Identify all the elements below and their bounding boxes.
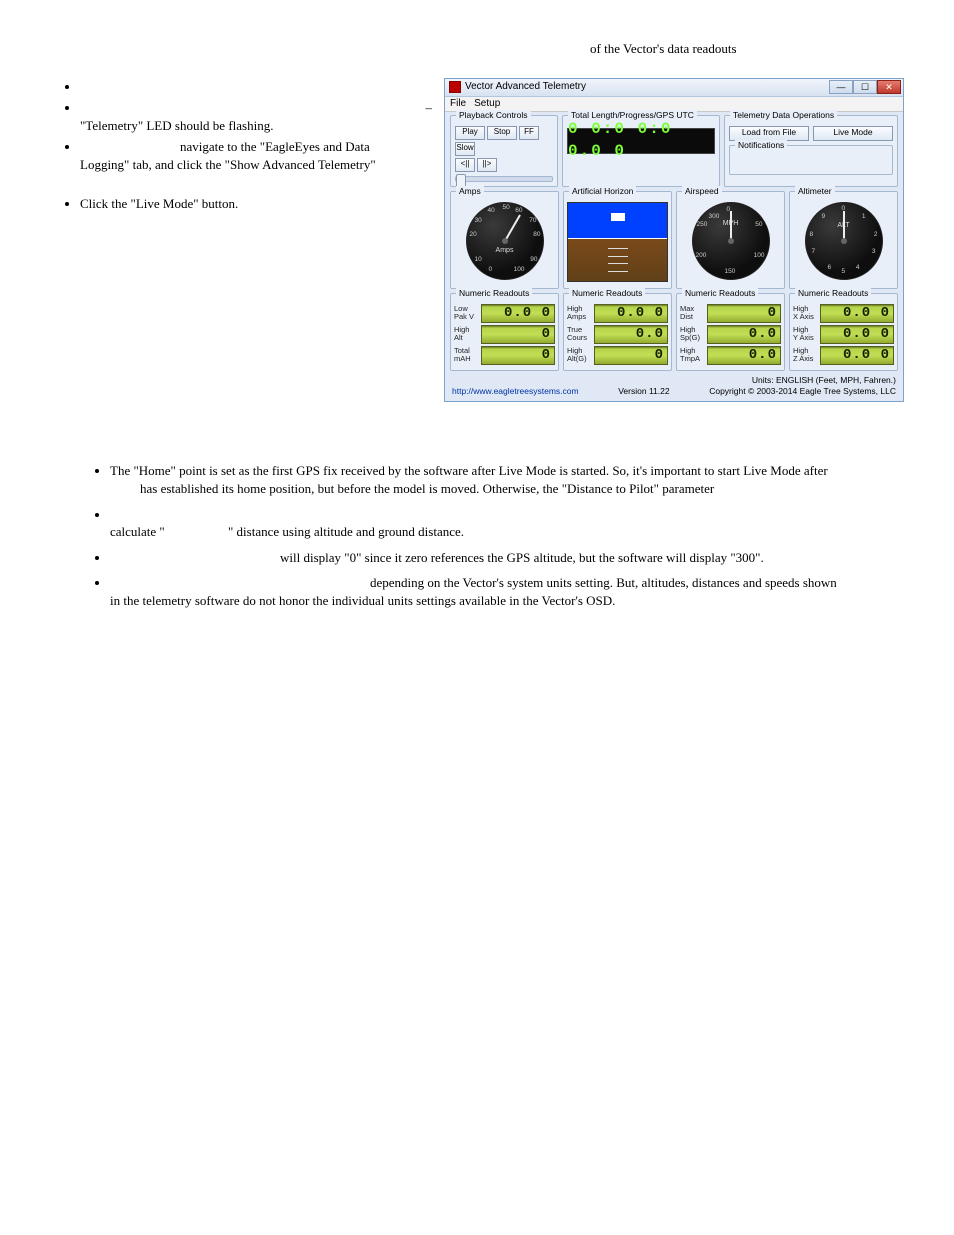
lcd-readout: 0.0 0 [594,304,668,323]
readouts-col-2: Numeric Readouts HighAmps0.0 0 TrueCours… [563,293,672,371]
lcd-readout: 0.0 [707,346,781,365]
footer-url[interactable]: http://www.eagletreesystems.com [452,386,579,397]
footer-version: Version 11.22 [618,386,669,397]
note-4: depending on the Vector's system units s… [110,574,904,609]
timecode-display: 0 0:0 0:0 0.0 0 [567,128,715,154]
data-ops-group: Telemetry Data Operations Load from File… [724,115,898,187]
notifications-group: Notifications [729,145,893,175]
app-icon [449,81,461,93]
menu-setup[interactable]: Setup [474,97,500,111]
horizon-group: Artificial Horizon [563,191,672,289]
altimeter-gauge: 0 1 2 3 4 5 6 7 8 9 ALT [805,202,883,280]
readouts-col-1: Numeric Readouts LowPak V0.0 0 HighAlt0 … [450,293,559,371]
readouts-col-4: Numeric Readouts HighX Axis0.0 0 HighY A… [789,293,898,371]
artificial-horizon [567,202,668,282]
lcd-readout: 0.0 [707,325,781,344]
skip-fwd-button[interactable]: ||> [477,158,497,172]
amps-gauge: 0 10 20 30 40 50 60 70 80 90 100 Amps [466,202,544,280]
notes-list: The "Home" point is set as the first GPS… [50,462,904,609]
step-4: Click the "Live Mode" button. [80,195,432,213]
close-button[interactable]: ✕ [877,80,901,94]
lcd-readout: 0 [594,346,668,365]
lcd-readout: 0.0 0 [481,304,555,323]
menu-file[interactable]: File [450,97,466,111]
lcd-readout: 0.0 0 [820,346,894,365]
intro-tail: of the Vector's data readouts [590,41,737,56]
lcd-readout: 0 [707,304,781,323]
skip-back-button[interactable]: <|| [455,158,475,172]
note-2: calculate " " distance using altitude an… [110,506,904,541]
step-3: navigate to the "EagleEyes and Data Logg… [80,138,432,173]
telemetry-window: Vector Advanced Telemetry — ☐ ✕ File Set… [444,78,904,403]
steps-list: – "Telemetry" LED should be flashing. na… [50,78,432,174]
aircraft-icon [611,213,625,221]
readouts-row: Numeric Readouts LowPak V0.0 0 HighAlt0 … [450,293,898,371]
lcd-readout: 0 [481,325,555,344]
note-1: The "Home" point is set as the first GPS… [110,462,904,497]
window-footer: http://www.eagletreesystems.com Version … [450,371,898,398]
minimize-button[interactable]: — [829,80,853,94]
window-titlebar[interactable]: Vector Advanced Telemetry — ☐ ✕ [445,79,903,97]
airspeed-gauge-group: Airspeed 0 50 100 150 200 250 300 MPH [676,191,785,289]
steps-list-2: Click the "Live Mode" button. [50,195,432,213]
alt-needle [843,211,845,241]
amps-needle [504,214,521,241]
load-from-file-button[interactable]: Load from File [729,126,809,141]
altimeter-gauge-group: Altimeter 0 1 2 3 4 5 6 7 8 9 ALT [789,191,898,289]
airspeed-needle [730,211,732,241]
readouts-col-3: Numeric Readouts MaxDist0 HighSp(G)0.0 H… [676,293,785,371]
lcd-readout: 0 [481,346,555,365]
live-mode-button[interactable]: Live Mode [813,126,893,141]
amps-gauge-group: Amps 0 10 20 30 40 50 60 70 80 90 [450,191,559,289]
stop-button[interactable]: Stop [487,126,517,140]
lcd-readout: 0.0 0 [820,304,894,323]
lcd-readout: 0.0 [594,325,668,344]
step-2: – "Telemetry" LED should be flashing. [80,99,432,134]
timecode-group: Total Length/Progress/GPS UTC 0 0:0 0:0 … [562,115,720,187]
window-title: Vector Advanced Telemetry [465,80,829,94]
maximize-button[interactable]: ☐ [853,80,877,94]
playback-controls-group: Playback Controls Play Stop FF Slow <|| … [450,115,558,187]
ff-button[interactable]: FF [519,126,539,140]
step-1 [80,78,432,96]
lcd-readout: 0.0 0 [820,325,894,344]
play-button[interactable]: Play [455,126,485,140]
slow-button[interactable]: Slow [455,142,475,156]
playback-slider[interactable] [455,176,553,182]
footer-copyright: Copyright © 2003-2014 Eagle Tree Systems… [709,386,896,396]
note-3: will display "0" since it zero reference… [110,549,904,567]
airspeed-gauge: 0 50 100 150 200 250 300 MPH [692,202,770,280]
footer-units: Units: ENGLISH (Feet, MPH, Fahren.) [752,375,896,385]
